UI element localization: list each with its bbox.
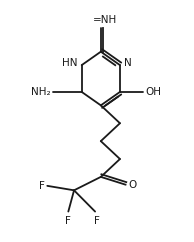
Text: F: F: [65, 216, 71, 226]
Text: F: F: [94, 216, 100, 226]
Text: N: N: [124, 58, 132, 68]
Text: OH: OH: [146, 87, 162, 97]
Text: F: F: [39, 181, 44, 191]
Text: NH₂: NH₂: [30, 87, 50, 97]
Text: O: O: [129, 180, 137, 190]
Text: HN: HN: [62, 58, 78, 68]
Text: =NH: =NH: [93, 15, 117, 25]
